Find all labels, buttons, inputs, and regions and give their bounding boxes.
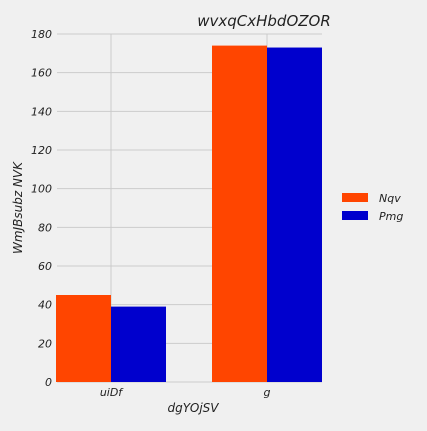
y-tick-label: 20 bbox=[38, 337, 52, 350]
legend-label-pmg: Pmg bbox=[379, 210, 403, 223]
y-tick-label: 40 bbox=[38, 299, 52, 312]
bar-nqv-uidf bbox=[56, 295, 111, 382]
x-axis-ticks: uiDf g bbox=[100, 386, 271, 399]
legend-label-nqv: Nqv bbox=[379, 192, 401, 205]
y-tick-label: 100 bbox=[31, 183, 52, 196]
x-axis-label: dgYOjSV bbox=[168, 401, 220, 415]
bars bbox=[56, 45, 322, 383]
y-axis-label: WmJBsubz NVK bbox=[11, 161, 25, 254]
x-tick-label: g bbox=[264, 386, 271, 399]
y-tick-label: 120 bbox=[31, 144, 52, 157]
y-tick-label: 60 bbox=[38, 260, 52, 273]
y-tick-label: 0 bbox=[45, 376, 52, 389]
bar-pmg-uidf bbox=[111, 306, 166, 382]
y-tick-label: 80 bbox=[38, 221, 52, 234]
x-tick-label: uiDf bbox=[100, 386, 124, 399]
legend-swatch-pmg bbox=[342, 211, 368, 220]
legend-swatch-nqv bbox=[342, 193, 368, 202]
bar-pmg-g bbox=[267, 47, 322, 383]
y-tick-label: 140 bbox=[31, 105, 52, 118]
y-tick-label: 180 bbox=[31, 28, 52, 41]
y-axis-ticks: 0 20 40 60 80 100 120 140 160 180 bbox=[31, 28, 52, 389]
y-tick-label: 160 bbox=[31, 67, 52, 80]
bar-nqv-g bbox=[212, 45, 267, 382]
chart-title: wvxqCxHbdOZOR bbox=[197, 12, 331, 30]
legend: Nqv Pmg bbox=[342, 192, 403, 223]
